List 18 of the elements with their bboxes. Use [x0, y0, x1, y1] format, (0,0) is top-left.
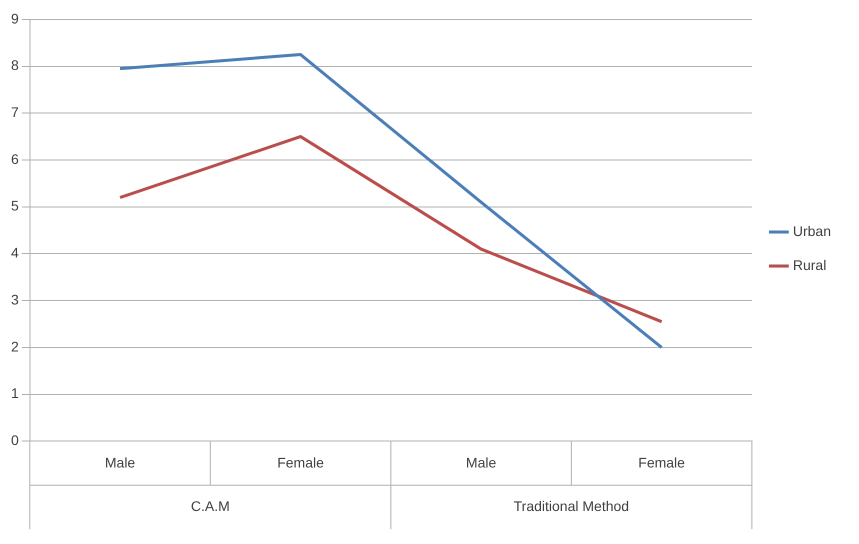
y-tick-label: 7 [10, 104, 19, 120]
x-tick-label: Male [466, 454, 496, 470]
y-tick-label: 3 [10, 291, 19, 308]
y-tick-label: 0 [10, 432, 19, 448]
text: C.A.M [190, 498, 230, 514]
y-tick-label: 4 [10, 244, 19, 261]
y-tick-label: 1 [10, 385, 19, 402]
y-tick-label: 2 [10, 338, 19, 354]
y-tick-label: 5 [10, 198, 19, 214]
legend-label: Rural [792, 256, 826, 273]
text: Traditional Method [514, 498, 630, 514]
y-tick-label: 6 [10, 150, 19, 167]
legend-label: Urban [792, 222, 832, 239]
x-tick-label: Female [277, 454, 324, 470]
x-tick-label: Female [638, 454, 686, 470]
y-tick-label: 8 [10, 57, 19, 74]
x-tick-label: Male [104, 454, 136, 470]
y-tick-label: 9 [10, 10, 19, 26]
